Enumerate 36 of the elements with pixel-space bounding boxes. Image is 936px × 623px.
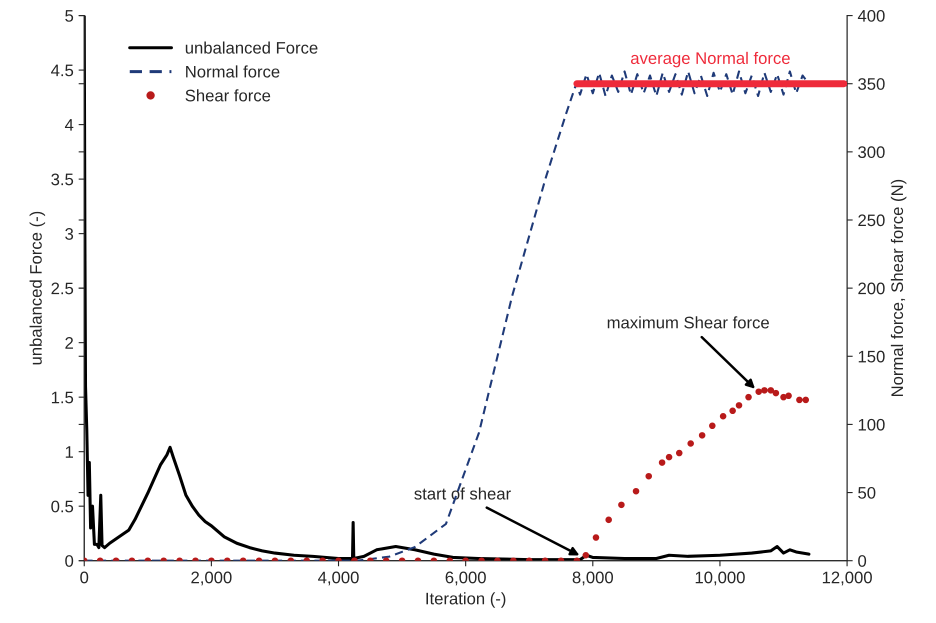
- y-tick-label: 5: [65, 10, 74, 22]
- y-tick-label: 2: [65, 337, 73, 349]
- x-tick-label: 8,000: [572, 572, 614, 586]
- x-tick-label: 10,000: [696, 572, 745, 586]
- y-tick-label: 4: [64, 119, 74, 131]
- x-tick-label: 2,000: [191, 572, 232, 586]
- y2-tick-label: 350: [858, 78, 885, 90]
- series-label: average Normal force: [630, 52, 790, 68]
- annotation: maximum Shear force: [608, 316, 769, 328]
- y-tick-label: 2.5: [51, 282, 74, 294]
- y2-tick-label: 300: [858, 146, 885, 158]
- x-tick-label: 4,000: [318, 572, 359, 586]
- y-tick-label: 1: [66, 446, 74, 458]
- y2-tick-label: 0: [858, 555, 866, 567]
- x-tick-label: 12,000: [822, 572, 872, 586]
- y-tick-label: 1.5: [52, 392, 74, 404]
- legend-label: Normal force: [186, 65, 280, 78]
- y-axis-title: unbalanced Force (-): [30, 212, 46, 364]
- y2-tick-label: 250: [858, 214, 885, 226]
- legend-label: unbalanced Force: [186, 41, 318, 54]
- x-axis-title: Iteration (-): [426, 592, 506, 608]
- y-tick-label: 0: [65, 555, 74, 567]
- x-tick-label: 0: [80, 572, 88, 584]
- y-tick-label: 0.5: [51, 500, 74, 512]
- y2-tick-label: 150: [858, 350, 885, 362]
- y2-tick-label: 400: [858, 10, 885, 22]
- y2-tick-label: 100: [858, 418, 885, 431]
- y-tick-label: 4.5: [51, 64, 74, 76]
- y-tick-label: 3: [65, 228, 74, 240]
- annotation: start of shear: [414, 487, 511, 500]
- x-tick-label: 6,000: [446, 572, 486, 586]
- legend-label: Shear force: [186, 89, 270, 102]
- y2-axis-title: Normal force, Shear force (N): [890, 180, 906, 396]
- y2-tick-label: 50: [858, 486, 876, 499]
- y2-tick-label: 200: [858, 282, 885, 294]
- y-tick-label: 3.5: [51, 174, 74, 186]
